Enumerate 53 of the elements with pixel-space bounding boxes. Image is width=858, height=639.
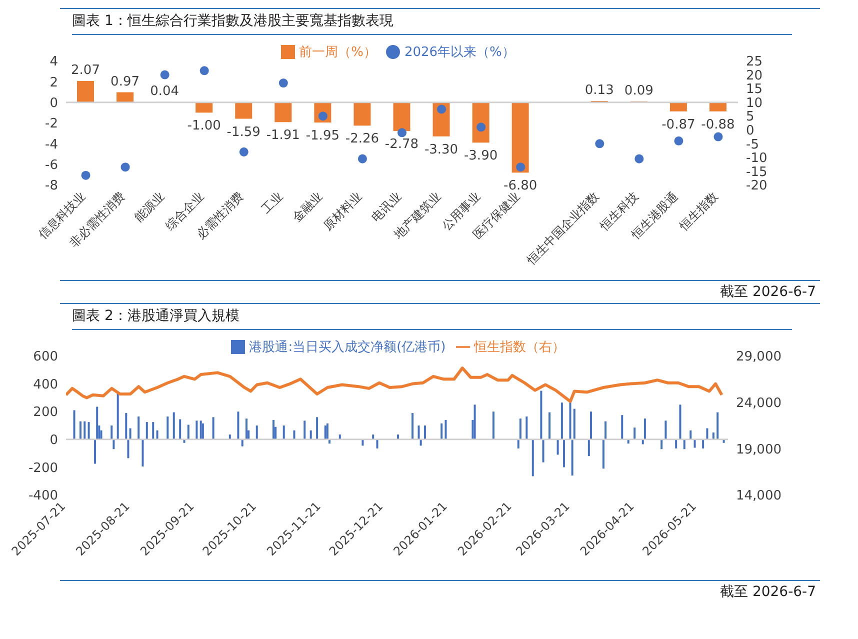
y2-tick-label: 10 — [746, 96, 763, 111]
y-tick-label: 2 — [50, 75, 58, 90]
y-tick-label: -400 — [28, 488, 58, 504]
legend-label: 2026年以来（%） — [404, 45, 515, 60]
y-tick-label: -8 — [45, 178, 58, 194]
chart-title: 圖表 1：恒生綜合行業指數及港股主要寬基指數表現 — [72, 9, 792, 35]
y2-tick-label: -15 — [746, 164, 768, 180]
y2-tick-label: -5 — [746, 137, 759, 152]
data-label: -1.91 — [266, 128, 300, 144]
data-label: 0.04 — [150, 84, 180, 99]
y2-tick-label: 5 — [746, 110, 754, 125]
data-label: 0.09 — [624, 83, 654, 98]
data-label: -1.95 — [306, 128, 340, 144]
x-tick-label: 工业 — [258, 189, 286, 216]
y-tick-label: 200 — [33, 405, 58, 420]
y2-tick-label: 0 — [746, 124, 754, 139]
x-tick-label: 能源业 — [132, 189, 167, 225]
data-label: -2.26 — [345, 132, 380, 147]
legend-label: 前一周（%） — [299, 45, 376, 60]
y2-tick-label: 14,000 — [736, 488, 782, 504]
text: 截至 2026-6-7 — [719, 283, 816, 302]
data-label: -6.80 — [504, 178, 538, 194]
y2-tick-label: -10 — [746, 151, 768, 166]
data-label: -0.88 — [701, 117, 735, 132]
y-tick-label: -4 — [45, 137, 58, 152]
y-tick-label: -200 — [28, 460, 58, 476]
text: 截至 2026-6-7 — [719, 583, 816, 602]
data-label: -0.87 — [662, 117, 696, 132]
y2-tick-label: 24,000 — [736, 396, 782, 411]
y2-tick-label: 29,000 — [736, 350, 782, 365]
y-tick-label: 600 — [33, 350, 58, 365]
y2-tick-label: 19,000 — [736, 442, 782, 458]
y2-tick-label: -20 — [746, 178, 768, 194]
y-tick-label: -2 — [45, 116, 58, 132]
chart-title: 圖表 2：港股通淨買入規模 — [72, 304, 792, 330]
y2-tick-label: 25 — [746, 54, 763, 70]
legend-label: 港股通:当日买入成交净额(亿港币) — [249, 340, 446, 355]
data-label: -1.00 — [187, 118, 221, 134]
y-tick-label: 0 — [50, 433, 58, 448]
y-tick-label: 0 — [50, 96, 58, 111]
data-label: -2.78 — [384, 137, 419, 152]
legend-label: 恒生指数（右） — [474, 340, 565, 355]
data-label: 0.97 — [110, 74, 140, 90]
data-label: 0.13 — [584, 82, 614, 98]
data-label: -1.59 — [226, 124, 260, 140]
y2-tick-label: 20 — [746, 68, 763, 84]
data-label: -3.30 — [424, 142, 458, 158]
y-tick-label: 400 — [33, 377, 58, 392]
y2-tick-label: 15 — [746, 82, 763, 98]
y-tick-label: -6 — [45, 158, 58, 173]
y-tick-label: 4 — [50, 54, 58, 70]
data-label: 2.07 — [71, 62, 100, 78]
data-label: -3.90 — [464, 148, 498, 164]
